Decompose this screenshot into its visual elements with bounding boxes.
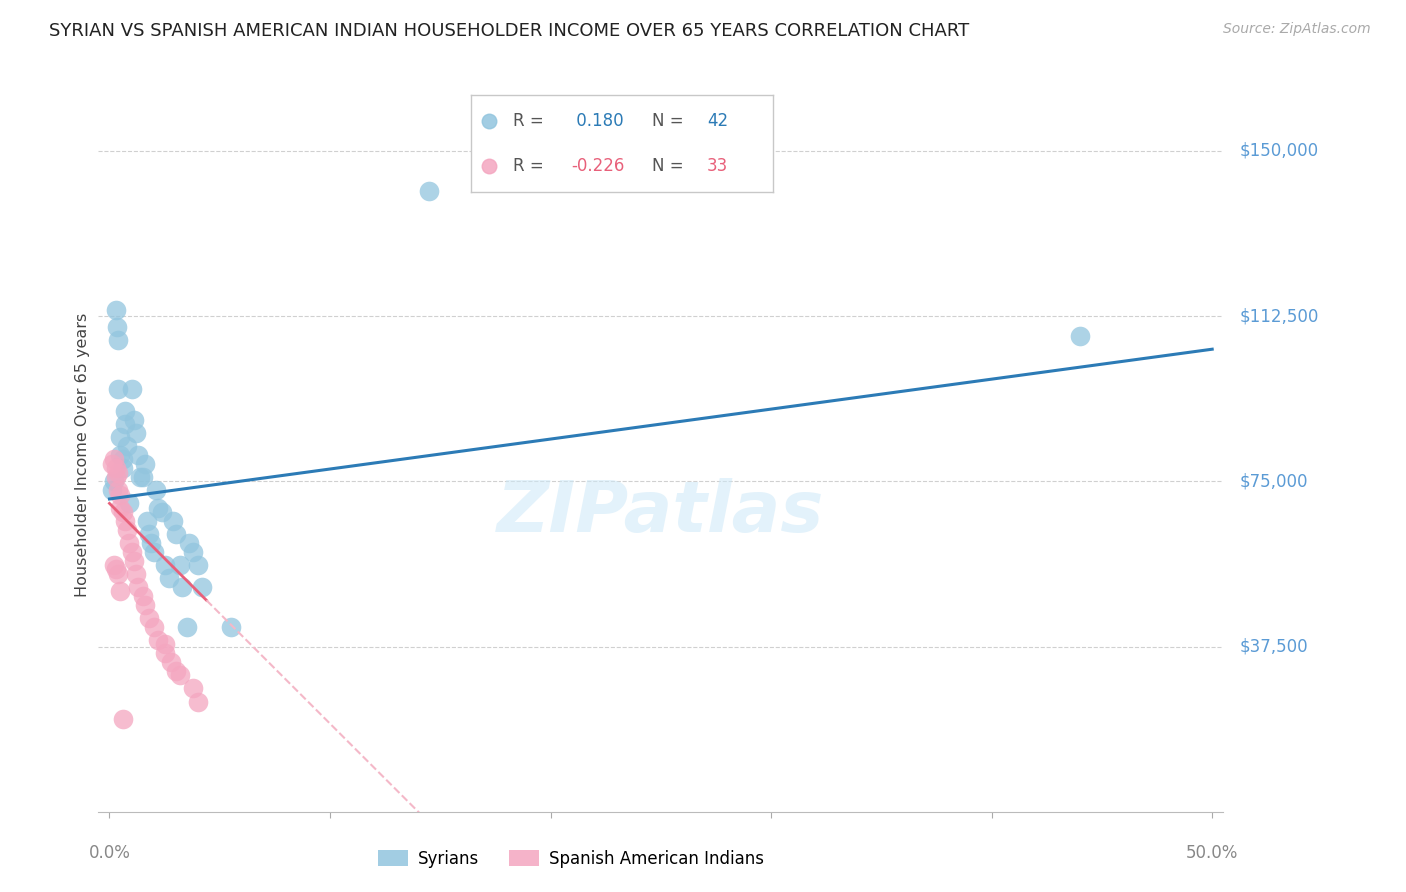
Point [141, 536, 163, 550]
Point [127, 580, 149, 594]
Point [121, 382, 143, 396]
Point [100, 483, 122, 498]
Text: N =: N = [652, 157, 683, 175]
Text: N =: N = [652, 112, 683, 130]
Point [105, 461, 128, 475]
Point [176, 620, 198, 634]
Point [107, 334, 129, 348]
Point [125, 425, 148, 440]
Point [142, 545, 165, 559]
Point [191, 580, 214, 594]
Point [153, 558, 176, 572]
Text: $150,000: $150,000 [1240, 142, 1319, 160]
Point [107, 483, 129, 498]
Point [110, 448, 132, 462]
Point [125, 566, 148, 581]
Point [142, 620, 165, 634]
Point [146, 500, 169, 515]
Point [153, 646, 176, 660]
Point [181, 545, 204, 559]
Point [169, 668, 191, 682]
Point [105, 320, 128, 334]
Point [478, 159, 501, 173]
Text: 50.0%: 50.0% [1187, 844, 1239, 862]
Point [165, 664, 187, 678]
Point [115, 439, 138, 453]
Point [118, 496, 141, 510]
Point [181, 681, 204, 696]
Point [162, 514, 184, 528]
Point [187, 695, 209, 709]
Point [134, 598, 156, 612]
Point [103, 475, 125, 489]
Point [118, 536, 141, 550]
Text: Source: ZipAtlas.com: Source: ZipAtlas.com [1223, 22, 1371, 37]
Point [187, 558, 209, 572]
Text: $112,500: $112,500 [1240, 307, 1319, 326]
Point [103, 452, 125, 467]
Point [138, 611, 160, 625]
Point [111, 452, 134, 467]
Point [107, 466, 129, 480]
Point [129, 470, 152, 484]
Point [1069, 329, 1091, 343]
Point [121, 545, 143, 559]
Point [127, 448, 149, 462]
Point [160, 655, 183, 669]
Y-axis label: Householder Income Over 65 years: Householder Income Over 65 years [75, 313, 90, 597]
Text: ZIPatlas: ZIPatlas [498, 477, 824, 547]
Point [136, 514, 159, 528]
Point [153, 637, 176, 651]
Point [110, 584, 132, 599]
Point [107, 566, 129, 581]
Point [131, 470, 153, 484]
Point [219, 620, 242, 634]
Point [114, 404, 136, 418]
Point [138, 527, 160, 541]
Point [114, 417, 136, 431]
Text: $75,000: $75,000 [1240, 473, 1309, 491]
Text: $37,500: $37,500 [1240, 638, 1309, 656]
Point [105, 470, 128, 484]
Point [100, 457, 122, 471]
Text: 0.0%: 0.0% [89, 844, 131, 862]
Point [114, 514, 136, 528]
Point [146, 632, 169, 647]
Point [110, 487, 132, 501]
Point [134, 457, 156, 471]
Point [105, 562, 128, 576]
Point [131, 589, 153, 603]
Text: R =: R = [513, 157, 544, 175]
Point [111, 461, 134, 475]
Point [111, 505, 134, 519]
Point [177, 536, 200, 550]
Point [157, 571, 180, 585]
Text: 0.180: 0.180 [571, 112, 623, 130]
Text: R =: R = [513, 112, 544, 130]
Point [478, 114, 501, 128]
Point [418, 184, 440, 198]
Text: 33: 33 [707, 157, 728, 175]
Point [145, 483, 167, 498]
Point [103, 558, 125, 572]
Text: SYRIAN VS SPANISH AMERICAN INDIAN HOUSEHOLDER INCOME OVER 65 YEARS CORRELATION C: SYRIAN VS SPANISH AMERICAN INDIAN HOUSEH… [49, 22, 970, 40]
Point [107, 382, 129, 396]
Point [110, 430, 132, 444]
Point [115, 523, 138, 537]
Point [150, 505, 173, 519]
Text: -0.226: -0.226 [571, 157, 624, 175]
Point [122, 412, 145, 426]
Point [172, 580, 194, 594]
Point [105, 302, 128, 317]
Point [165, 527, 187, 541]
Point [111, 712, 134, 726]
Legend: Syrians, Spanish American Indians: Syrians, Spanish American Indians [371, 844, 770, 875]
Point [122, 554, 145, 568]
Point [169, 558, 191, 572]
Point [110, 500, 132, 515]
Text: 42: 42 [707, 112, 728, 130]
